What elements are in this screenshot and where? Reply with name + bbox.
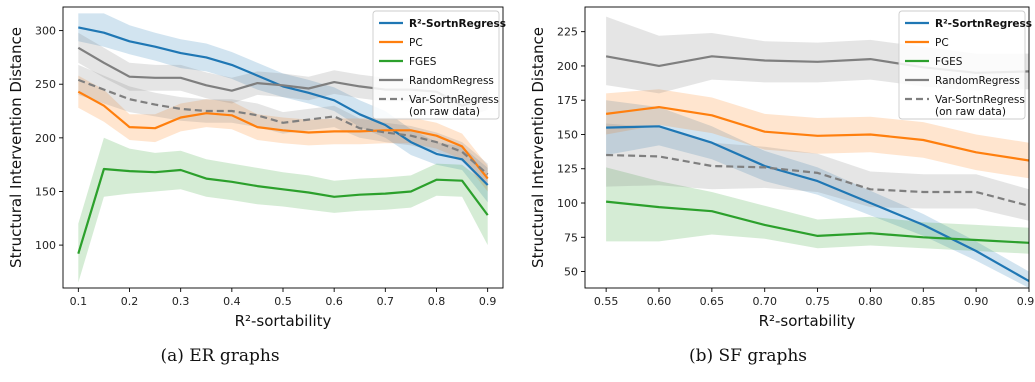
legend-item: RandomRegress [379,75,494,87]
x-tick-label: 0.75 [805,295,830,308]
series-line-4 [77,78,489,176]
legend-label: RandomRegress [935,75,1020,87]
y-tick-label: 300 [35,25,56,38]
legend-item: R²-SortnRegress [379,18,506,30]
y-tick-label: 125 [557,163,578,176]
legend-item: R²-SortnRegress [905,18,1032,30]
panel-caption: (a) ER graphs [160,346,279,366]
series-line-0 [606,125,1029,283]
x-tick-label: 0.70 [752,295,777,308]
x-tick-label: 0.65 [700,295,725,308]
x-tick-label: 0.80 [858,295,883,308]
x-tick-label: 0.1 [70,295,88,308]
legend-label: FGES [409,56,437,68]
legend-item: FGES [905,56,963,68]
y-tick-label: 150 [557,128,578,141]
legend-item: PC [905,37,949,49]
x-axis-label: R²-sortability [759,312,856,330]
chart-panel-er: 0.1 0.2 0.3 0.4 0.5 0.6 0.7 0.8 0.9 100 150 200 250 3… [7,6,506,366]
band-0 [78,13,488,203]
y-tick-label: 100 [35,239,56,252]
y-tick-label: 250 [35,78,56,91]
y-tick-label: 50 [564,266,578,279]
legend-label: R²-SortnRegress [935,18,1032,30]
legend-label: R²-SortnRegress [409,18,506,30]
x-tick-label: 0.5 [274,295,292,308]
legend-box [372,10,500,120]
legend-item: PC [379,37,423,49]
series-line-4 [606,153,1029,207]
y-axis-label: Structural Intervention Distance [7,27,25,268]
x-tick-label: 0.95 [1017,295,1035,308]
legend-item: RandomRegress [905,75,1020,87]
y-tick-label: 175 [557,94,578,107]
series-line-2 [77,167,489,255]
band-2 [78,137,488,283]
x-tick-label: 0.2 [121,295,139,308]
y-axis-label: Structural Intervention Distance [529,27,547,268]
legend-item: Var-SortnRegress(on raw data) [379,94,499,118]
chart-panel-sf: 0.55 0.60 0.65 0.70 0.75 0.80 0.85 0.90 0.95 50 75… [529,6,1035,366]
band-2 [606,167,1029,254]
x-tick-label: 0.7 [377,295,395,308]
band-1 [606,89,1029,179]
series-line-2 [605,200,1029,244]
legend-item: FGES [379,56,437,68]
legend-box [898,10,1026,120]
x-tick-label: 0.6 [325,295,343,308]
x-tick-label: 0.3 [172,295,190,308]
band-1 [78,75,488,192]
series-line-1 [605,105,1029,162]
x-axis-label: R²-sortability [235,312,332,330]
band-4 [78,64,488,185]
legend-item: Var-SortnRegress(on raw data) [905,94,1025,118]
y-tick-label: 200 [557,60,578,73]
legend: R²-SortnRegress PC FGES RandomRegress Var-So… [898,10,1032,120]
legend-label: PC [935,37,949,49]
y-tick-label: 100 [557,197,578,210]
y-tick-label: 200 [35,132,56,145]
x-tick-label: 0.55 [594,295,619,308]
y-tick-label: 150 [35,185,56,198]
legend-label-sub: (on raw data) [409,106,480,118]
x-tick-label: 0.4 [223,295,241,308]
panel-caption: (b) SF graphs [689,346,807,366]
x-tick-label: 0.90 [964,295,989,308]
x-tick-label: 0.8 [428,295,446,308]
legend-label: FGES [935,56,963,68]
legend-label: Var-SortnRegress [935,94,1025,106]
legend: R²-SortnRegress PC FGES RandomRegress Var-So… [372,10,506,120]
plot-frame [584,6,1030,289]
series-line-1 [77,90,489,180]
plot-area [605,16,1029,288]
x-tick-label: 0.9 [479,295,497,308]
x-tick-label: 0.60 [647,295,672,308]
legend-label: RandomRegress [409,75,494,87]
y-tick-label: 225 [557,26,578,39]
y-tick-label: 75 [564,231,578,244]
x-tick-label: 0.85 [911,295,936,308]
legend-label: Var-SortnRegress [409,94,499,106]
legend-label-sub: (on raw data) [935,106,1006,118]
band-0 [606,100,1029,288]
legend-label: PC [409,37,423,49]
